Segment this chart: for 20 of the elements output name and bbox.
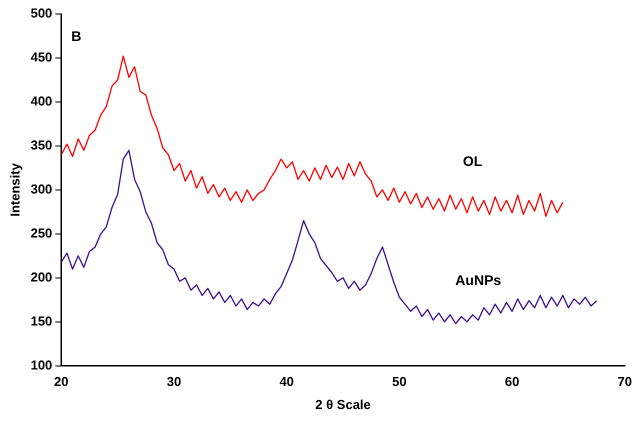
y-tick-label: 350 [30, 138, 52, 153]
y-tick-label: 400 [30, 94, 52, 109]
x-tick-label: 50 [392, 374, 407, 390]
y-tick-label: 500 [30, 6, 52, 21]
x-tick-label: 30 [166, 374, 182, 390]
text: OL [462, 152, 483, 169]
y-tick-label: 100 [30, 357, 52, 372]
x-axis-title: 2 θ Scale [315, 396, 371, 412]
annotation: B [71, 28, 82, 44]
series-label: AuNPs [455, 272, 502, 288]
y-tick-label: 300 [30, 181, 52, 196]
x-tick-label: 70 [618, 374, 632, 390]
y-tick-label: 150 [30, 313, 52, 328]
y-tick-label: 450 [30, 50, 52, 65]
x-tick-label: 20 [54, 374, 69, 390]
x-tick-label: 60 [504, 374, 520, 390]
y-axis-title: Intensity [7, 162, 22, 217]
x-tick-label: 40 [279, 374, 294, 390]
y-tick-label: 200 [30, 269, 52, 284]
y-tick-label: 250 [30, 225, 52, 240]
